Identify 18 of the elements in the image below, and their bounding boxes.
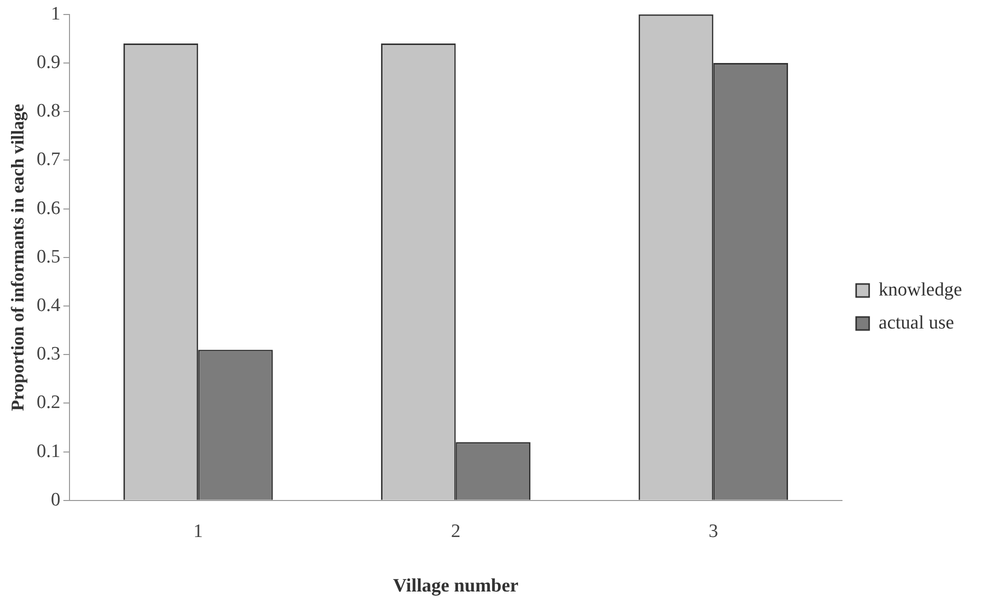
y-tick-label: 0.3 bbox=[36, 344, 60, 365]
y-tick-label: 0.4 bbox=[36, 294, 61, 316]
x-tick-label: 3 bbox=[708, 520, 718, 542]
y-tick-label: 0.6 bbox=[36, 198, 60, 219]
y-axis-title: Proportion of informants in each village bbox=[7, 104, 28, 411]
legend-label: knowledge bbox=[878, 279, 962, 300]
y-tick-label: 0.2 bbox=[36, 392, 60, 414]
legend-label: actual use bbox=[878, 312, 954, 334]
y-tick-label: 0.1 bbox=[36, 440, 60, 462]
x-axis-title: Village number bbox=[393, 576, 520, 597]
y-tick-label: 1 bbox=[50, 3, 60, 24]
y-tick-label: 0 bbox=[50, 489, 60, 510]
x-tick-label: 2 bbox=[450, 520, 460, 542]
y-tick-label: 0.9 bbox=[36, 52, 60, 73]
y-tick-label: 0.7 bbox=[36, 149, 60, 170]
x-tick-label: 1 bbox=[193, 520, 203, 542]
y-tick-label: 0.8 bbox=[36, 100, 60, 122]
y-tick-label: 0.5 bbox=[36, 246, 60, 268]
